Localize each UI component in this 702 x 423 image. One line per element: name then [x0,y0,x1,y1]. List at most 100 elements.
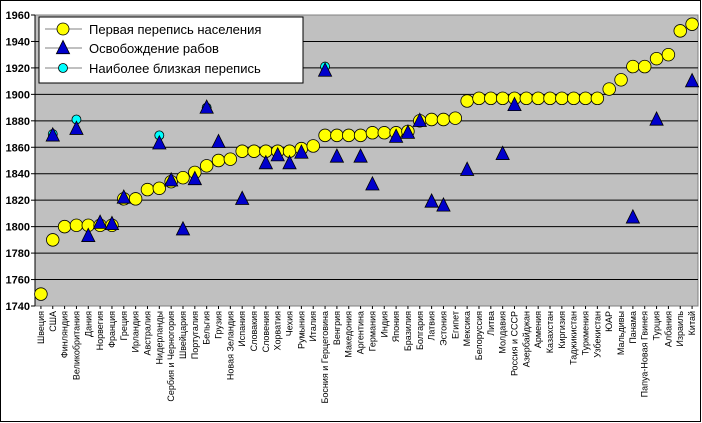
x-tick-label: Египет [450,311,460,339]
census-point [685,17,699,31]
x-tick-label: Ирландия [131,311,141,353]
x-tick-label: Швеция [36,311,46,344]
x-tick-label: Папуа-Новая Гвинея [640,311,650,397]
slave-emancipation-point [353,148,368,163]
x-tick-label: Румыния [296,311,306,349]
census-point [365,126,380,140]
census-point [128,192,143,206]
slave-emancipation-point [684,72,700,88]
x-tick-label: США [48,311,58,332]
x-tick-label: Финляндия [60,311,70,358]
x-tick-label: Албания [663,311,673,347]
slave-emancipation-point [92,214,108,229]
census-point [318,128,332,143]
census-point [69,218,84,233]
slave-emancipation-point [365,175,380,191]
y-tick-label: 1740 [6,301,30,313]
census-point [152,181,167,195]
census-point [34,287,48,301]
slave-emancipation-point [400,124,416,139]
y-tick-label: 1800 [6,222,30,234]
census-point [140,182,155,197]
census-point [353,128,368,143]
census-point [626,59,640,74]
x-tick-label: Новая Зеландия [225,311,235,380]
x-tick-label: Швейцария [178,311,188,359]
legend-marker-circle [56,22,70,36]
x-tick-label: Германия [367,311,377,351]
x-tick-label: Нидерланды [154,311,164,364]
x-tick-label: Аргентина [356,311,366,354]
slave-emancipation-point [507,96,522,112]
x-tick-label: Великобритания [71,311,81,380]
y-tick-label: 1840 [6,169,30,181]
census-point [377,126,391,140]
x-tick-label: Япония [391,311,401,342]
x-tick-label: Австралия [142,311,152,356]
y-axis-ticks: 1740 1760 1780 1800 1820 1840 1860 1880 1900 1920… [6,10,36,313]
slave-emancipation-point [187,170,203,186]
census-point [602,82,616,96]
y-tick-label: 1940 [6,36,30,48]
y-tick-label: 1820 [6,195,30,207]
census-point [57,219,72,234]
y-tick-label: 1860 [6,142,30,154]
legend-box [38,16,304,84]
census-point [199,159,214,173]
slave-emancipation-point [412,112,428,127]
slave-emancipation-point [211,133,226,149]
x-tick-label: Бразилия [403,311,413,351]
slave-emancipation-point [329,148,345,163]
x-tick-label: Азербайджан [521,311,531,367]
census-point [614,73,628,87]
x-tick-label: Македония [344,311,354,358]
y-tick-label: 1900 [6,89,30,101]
census-point [235,144,249,158]
census-point [342,128,356,143]
x-tick-label: Португалия [190,311,200,359]
x-tick-label: Хорватия [273,311,283,351]
x-tick-label: Киргизия [557,311,567,349]
census-point [448,111,462,125]
x-tick-label: Бельгия [202,311,212,345]
legend-label: Освобождение рабов [89,41,219,56]
census-point [531,91,545,106]
census-point [247,144,261,158]
x-tick-label: Грузия [214,311,224,339]
y-tick-label: 1960 [6,10,30,22]
y-tick-label: 1920 [6,63,30,75]
slave-emancipation-point [282,154,297,170]
census-point [543,91,557,106]
slave-emancipation-point [388,128,404,143]
x-tick-label: Словакия [249,311,259,352]
x-tick-label: Казахстан [545,311,555,353]
census-point [495,91,510,106]
slave-emancipation-point [104,215,120,231]
census-point [519,91,534,106]
x-tick-label: Босния и Герцеговина [320,311,330,404]
slave-emancipation-point [45,126,61,142]
x-axis-ticks: Швеция США Финляндия Великобритания Дания Нор… [36,306,697,404]
x-tick-label: Мальдивы [616,311,626,355]
x-tick-label: Норвегия [95,311,105,351]
x-tick-label: Литва [486,311,496,336]
slave-emancipation-point [69,120,84,135]
x-tick-label: Сербия и Черногория [166,311,176,402]
x-tick-label: Венгрия [332,311,342,345]
x-tick-label: Россия и СССР [509,311,519,376]
census-point [590,91,605,106]
legend-label: Первая перепись населения [89,22,261,37]
y-tick-label: 1780 [6,248,30,260]
census-point [484,91,498,106]
x-tick-label: Эстония [438,311,448,346]
census-point [566,91,581,106]
data-marks [34,17,700,301]
census-point [211,153,226,168]
x-tick-label: Индия [379,311,389,338]
x-tick-label: Белоруссия [474,311,484,360]
census-point [673,24,687,38]
x-tick-label: Дания [83,311,93,337]
census-point [436,112,451,127]
